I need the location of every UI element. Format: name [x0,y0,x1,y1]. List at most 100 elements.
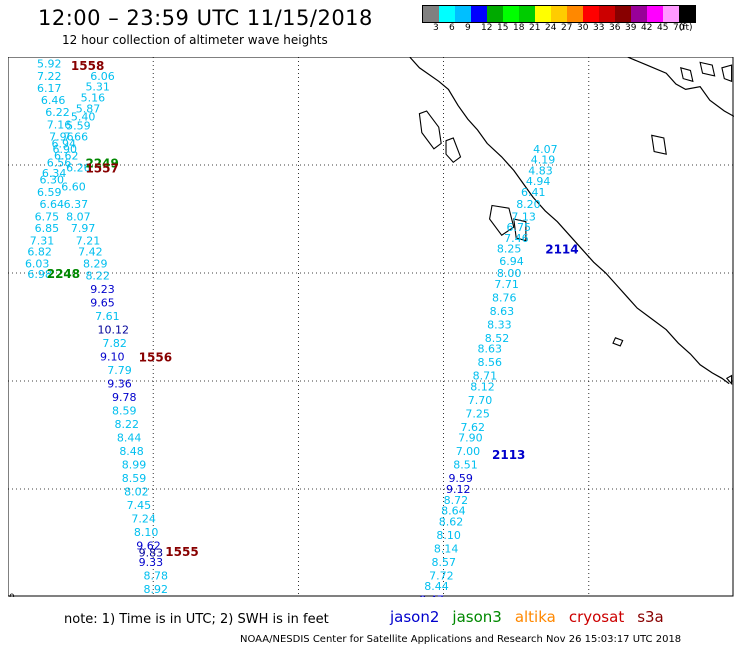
island-outline [612,337,624,347]
wave-height-label: 7.71 [494,278,519,291]
wave-height-label: 9.10 [100,351,125,364]
wave-height-label: 7.72 [429,569,454,582]
page-subtitle: 12 hour collection of altimeter wave hei… [62,33,328,47]
wave-height-label: 8.20 [516,198,541,211]
wave-height-label: 6.46 [41,94,66,107]
pass-time-label: 1556 [139,351,172,365]
wave-height-label: 7.25 [465,407,490,420]
satellite-jason3: jason3 [452,608,502,626]
wave-height-label: 5.87 [76,102,101,115]
island-outline [725,374,733,386]
legend-swatch [631,6,647,22]
satellite-cryosat: cryosat [568,608,625,626]
wave-height-label: 7.70 [468,394,493,407]
wave-height-label: 8.10 [436,529,461,542]
map-grid [8,57,734,597]
island-outline [445,137,462,164]
wave-height-label: 8.64 [441,505,466,518]
sumatra-coastline [409,57,730,385]
island-outline [651,134,667,155]
wave-height-label: 6.75 [507,221,532,234]
legend-label: 27 [561,23,573,33]
wave-height-label: 7.66 [64,130,89,143]
wave-height-label: 7.82 [102,337,127,350]
wave-height-label: 6.37 [64,198,89,211]
wave-height-label: 9.33 [139,556,164,569]
wave-height-label: 7.62 [461,421,486,434]
wave-height-label: 6.85 [35,222,60,235]
wave-height-label: 8.44 [424,580,449,593]
legend-label: 3 [433,23,439,33]
wave-height-label: 7.61 [95,310,120,323]
wave-height-label: 10.12 [98,324,130,337]
wave-height-label: 7.42 [78,245,103,258]
wave-height-label: 9.12 [446,483,471,496]
wave-height-label: 5.16 [81,92,106,105]
legend-swatch [679,6,695,22]
wave-height-label: 8.78 [144,569,169,582]
wave-height-label: 9.59 [448,472,473,485]
legend-swatch [455,6,471,22]
wave-height-label: 8.22 [85,270,110,283]
wave-height-label: 6.94 [499,255,524,268]
wave-height-label: 7.79 [107,364,132,377]
color-legend [422,5,696,23]
wave-height-label: 6.75 [35,210,60,223]
island-outline [488,204,515,236]
wave-height-label: 9.83 [139,547,164,560]
wave-height-label: 5.31 [85,81,110,94]
wave-height-label: 7.31 [30,235,54,248]
legend-label: 21 [529,23,541,33]
wave-height-label: 8.02 [124,486,149,499]
island-outline [680,67,694,83]
legend-swatch [567,6,583,22]
pass-time-label: 2248 [47,267,80,281]
east-coastline [627,57,734,117]
legend-label: (ft) [679,23,693,33]
wave-height-label: 8.92 [144,583,169,596]
legend-swatch [519,6,535,22]
wave-height-label: 8.12 [470,380,495,393]
legend-swatch [599,6,615,22]
legend-label: 39 [625,23,637,33]
wave-height-label: 9.47 [419,594,444,597]
wave-height-label: 8.52 [485,332,510,345]
wave-height-label: 6.82 [27,245,52,258]
legend-swatch [551,6,567,22]
wave-height-label: 4.94 [526,175,551,188]
pass-time-label: 2114 [545,243,578,257]
wave-height-label: 8.07 [66,210,91,223]
legend-swatch [487,6,503,22]
wave-height-label: 8.63 [490,305,514,318]
legend-swatch [503,6,519,22]
wave-height-label: 6.17 [37,82,62,95]
wave-height-label: 8.71 [473,370,498,383]
wave-height-map[interactable]: 5.927.226.176.466.227.167.966.946.906.62… [8,57,734,597]
wave-height-label: 9.36 [107,378,132,391]
wave-height-label: 9.78 [112,391,137,404]
wave-height-label: 6.26 [66,162,91,175]
legend-swatch [583,6,599,22]
wave-height-label: 9.62 [136,540,161,553]
island-outline [699,61,716,77]
legend-swatch [535,6,551,22]
wave-height-label: 8.00 [497,267,521,280]
wave-height-label: 7.00 [456,445,481,458]
wave-height-label: 9.43 [148,596,173,597]
y-tick-label: -2 [8,161,9,171]
wave-height-label: 4.07 [533,143,558,156]
wave-height-label: 7.46 [504,232,528,245]
legend-swatch [471,6,487,22]
wave-height-label: 8.22 [114,418,139,431]
pass-time-label: 1558 [71,59,104,73]
wave-height-label: 6.56 [47,156,72,169]
wave-height-label: 8.25 [497,243,521,256]
wave-height-label: 6.90 [53,143,78,156]
wave-height-label: 8.59 [112,405,137,418]
wave-height-label: 6.59 [37,186,62,199]
y-tick-label: -8 [8,485,9,495]
legend-label: 70 [673,23,685,33]
y-tick-label: -10 [8,593,15,597]
wave-height-label: 7.90 [458,432,483,445]
legend-swatch [615,6,631,22]
